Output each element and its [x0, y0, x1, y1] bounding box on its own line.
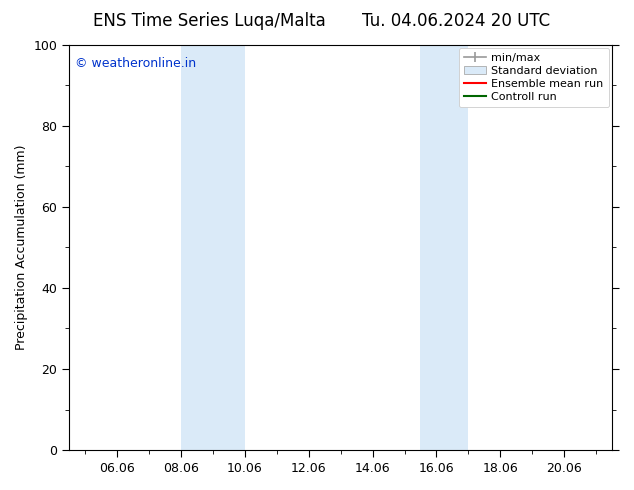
Text: ENS Time Series Luqa/Malta: ENS Time Series Luqa/Malta	[93, 12, 326, 30]
Y-axis label: Precipitation Accumulation (mm): Precipitation Accumulation (mm)	[15, 145, 28, 350]
Legend: min/max, Standard deviation, Ensemble mean run, Controll run: min/max, Standard deviation, Ensemble me…	[458, 48, 609, 107]
Bar	[181, 45, 245, 450]
Bar	[420, 45, 469, 450]
Text: © weatheronline.in: © weatheronline.in	[75, 57, 196, 70]
Text: Tu. 04.06.2024 20 UTC: Tu. 04.06.2024 20 UTC	[363, 12, 550, 30]
